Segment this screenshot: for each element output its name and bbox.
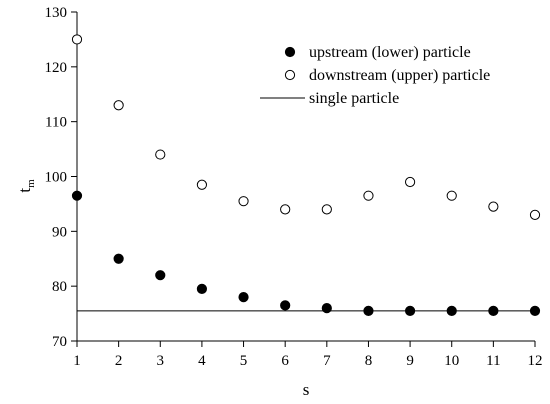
x-tick-label: 1: [73, 353, 81, 369]
x-tick-label: 2: [115, 353, 123, 369]
downstream-point: [155, 149, 166, 160]
x-tick-label: 8: [365, 353, 373, 369]
downstream-point: [196, 179, 208, 190]
downstream-point: [488, 201, 499, 212]
x-tick-label: 11: [486, 353, 500, 369]
legend-label: single particle: [309, 90, 399, 107]
y-axis-label: tm: [15, 179, 37, 193]
downstream-point: [446, 190, 457, 201]
y-tick-label: 120: [45, 60, 68, 76]
downstream-point: [238, 196, 249, 207]
legend: upstream (lower) particle downstream (upp…: [260, 44, 490, 107]
downstream-point: [113, 100, 124, 111]
y-tick-label: 110: [45, 115, 67, 131]
chart-marks: [71, 34, 541, 316]
x-tick-label: 3: [157, 353, 165, 369]
upstream-point: [155, 270, 166, 281]
x-axis-label: s: [303, 380, 310, 399]
legend-filled-circle-symbol: [284, 46, 296, 58]
legend-label: upstream (lower) particle: [309, 44, 471, 61]
x-tick-label: 4: [198, 353, 206, 369]
x-tick-label: 10: [444, 353, 459, 369]
upstream-point: [196, 283, 208, 295]
y-axis-label-subscript: m: [25, 179, 37, 188]
legend-label: downstream (upper) particle: [309, 67, 490, 84]
downstream-point: [321, 204, 332, 215]
downstream-point: [404, 176, 416, 188]
x-tick-label: 12: [528, 353, 543, 369]
y-tick-label: 80: [52, 279, 67, 295]
downstream-point: [280, 204, 291, 215]
x-tick-label: 6: [281, 353, 289, 369]
upstream-point: [71, 190, 83, 201]
y-axis-label-main: t: [15, 188, 34, 193]
y-tick-label: 100: [45, 170, 68, 186]
upstream-point: [113, 253, 124, 264]
upstream-point: [280, 300, 291, 311]
y-tick-label: 70: [52, 334, 67, 350]
upstream-point: [238, 292, 249, 303]
downstream-point: [529, 209, 541, 220]
x-tick-label: 5: [240, 353, 248, 369]
x-tick-label: 9: [406, 353, 414, 369]
downstream-point: [71, 34, 83, 45]
downstream-point: [363, 190, 374, 201]
y-tick-label: 90: [52, 224, 67, 240]
legend-open-circle-symbol: [284, 69, 296, 81]
y-tick-label: 130: [45, 5, 68, 21]
x-tick-label: 7: [323, 353, 331, 369]
